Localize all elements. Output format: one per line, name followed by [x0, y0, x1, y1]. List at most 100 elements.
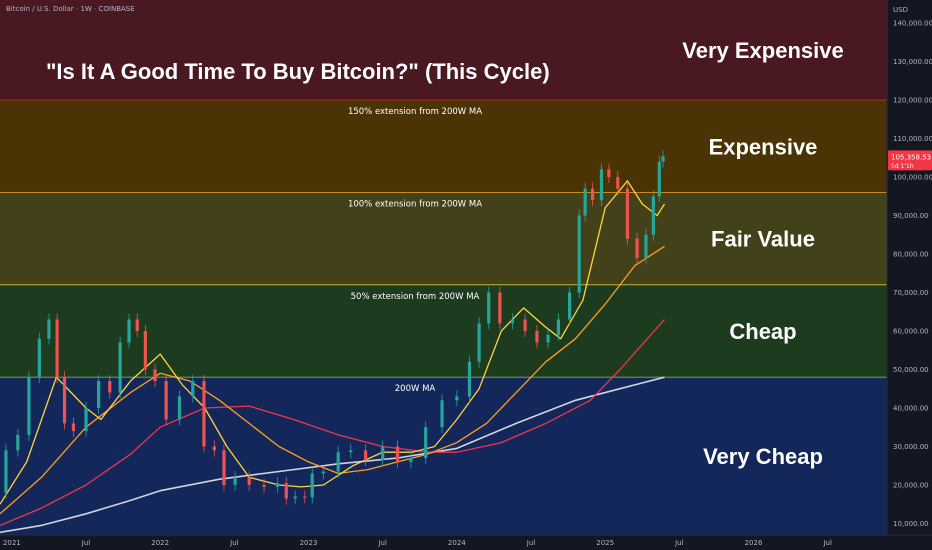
time-tick-label: 2024: [448, 539, 466, 547]
price-tag-countdown: 5d 1'1h: [891, 163, 914, 170]
time-tick-label: 2022: [151, 539, 169, 547]
price-tick-label: 100,000.00: [893, 174, 932, 182]
price-candle: [293, 496, 297, 499]
price-candle: [498, 292, 502, 324]
price-tick-label: 50,000.00: [893, 366, 929, 374]
price-candle: [424, 427, 428, 459]
chart-title: "Is It A Good Time To Buy Bitcoin?" (Thi…: [46, 59, 550, 84]
price-candle: [510, 319, 515, 324]
zone-fair-value: [0, 192, 887, 285]
price-tick-label: 20,000.00: [893, 481, 929, 489]
price-candle: [599, 169, 604, 201]
symbol-header: Bitcoin / U.S. Dollar · 1W · COINBASE: [6, 5, 135, 13]
price-tick-label: 90,000.00: [893, 212, 929, 220]
price-tick-label: 40,000.00: [893, 404, 929, 412]
price-axis-ticks: 10,000.00 20,000.00 30,000.00 40,000.00 50,0…: [893, 20, 932, 528]
price-candle: [212, 446, 216, 451]
price-candle: [233, 477, 237, 485]
price-candle: [303, 496, 307, 498]
zone-cheap: [0, 284, 887, 378]
level-label-200w-ma: 200W MA: [395, 384, 436, 394]
current-price-tag[interactable]: 105,358.53 5d 1'1h: [888, 150, 932, 171]
time-axis-ticks: 2021 Jul 2022 Jul 2023 Jul 2024 Jul 2025 Jul 2026 J…: [3, 539, 832, 547]
price-candle: [651, 196, 655, 235]
time-tick-label: Jul: [674, 539, 684, 547]
price-tick-label: 80,000.00: [893, 251, 929, 259]
price-candle: [4, 450, 8, 493]
time-tick-label: 2023: [300, 539, 318, 547]
chart-series: [0, 150, 666, 534]
level-label-100-extension-from-200w-ma: 100% extension from 200W MA: [348, 199, 482, 209]
price-candle: [177, 396, 182, 420]
price-candle: [349, 450, 353, 453]
time-tick-label: 2026: [745, 539, 763, 547]
ma-50w-line: [0, 245, 665, 515]
price-tick-label: 120,000.00: [893, 97, 932, 105]
price-candle: [108, 381, 112, 393]
price-candle: [607, 169, 611, 178]
time-tick-label: 2021: [3, 539, 21, 547]
time-axis-panel[interactable]: [0, 535, 932, 550]
zone-label-expensive: Expensive: [709, 134, 818, 159]
valuation-zones: [0, 0, 887, 535]
price-candle: [616, 177, 620, 189]
price-axis-panel[interactable]: [887, 0, 932, 535]
price-candle: [143, 331, 147, 370]
price-candle: [440, 400, 444, 428]
price-tag-background: [888, 150, 932, 171]
price-candle: [395, 446, 400, 462]
price-candle: [477, 323, 481, 362]
zone-expensive: [0, 100, 887, 193]
currency-label: USD: [893, 6, 908, 14]
price-tick-label: 140,000.00: [893, 20, 932, 28]
price-tick-label: 110,000.00: [893, 135, 932, 143]
price-candle: [47, 319, 51, 339]
price-candle: [535, 331, 539, 343]
time-tick-label: Jul: [377, 539, 387, 547]
price-candle: [546, 334, 550, 343]
zone-label-very-expensive: Very Expensive: [682, 38, 843, 63]
time-tick-label: Jul: [81, 539, 91, 547]
price-candle: [262, 484, 266, 487]
price-candle: [577, 215, 581, 293]
price-tag-value: 105,358.53: [891, 153, 931, 161]
price-candle: [62, 377, 67, 424]
price-candle: [381, 446, 385, 460]
price-candle: [583, 188, 587, 216]
time-tick-label: Jul: [229, 539, 239, 547]
price-candle: [625, 188, 630, 239]
zone-label-cheap: Cheap: [729, 319, 796, 344]
price-candle: [284, 483, 288, 499]
price-candle: [191, 381, 195, 397]
price-tick-label: 10,000.00: [893, 520, 929, 528]
price-candle: [467, 361, 472, 397]
extension-level-lines: 150% extension from 200W MA 100% extensio…: [0, 99, 887, 394]
price-candle: [635, 238, 639, 258]
price-candle: [364, 450, 368, 460]
price-candle: [336, 452, 340, 472]
price-candle: [275, 483, 279, 487]
price-tick-label: 70,000.00: [893, 289, 929, 297]
price-candle: [487, 292, 491, 324]
price-candle: [247, 477, 251, 485]
price-candle: [55, 319, 59, 378]
price-candle: [37, 338, 41, 378]
price-candle: [644, 234, 648, 258]
level-label-50-extension-from-200w-ma: 50% extension from 200W MA: [351, 292, 480, 302]
price-tick-label: 30,000.00: [893, 443, 929, 451]
price-candle: [590, 188, 595, 201]
price-candle: [135, 319, 139, 332]
zone-labels: Very Expensive Expensive Fair Value Cheap Ve…: [682, 38, 843, 469]
price-candle: [118, 342, 122, 393]
price-candle: [661, 156, 665, 162]
level-label-150-extension-from-200w-ma: 150% extension from 200W MA: [348, 107, 482, 117]
zone-label-very-cheap: Very Cheap: [703, 444, 823, 469]
time-tick-label: Jul: [526, 539, 536, 547]
price-candle: [222, 450, 226, 485]
price-candle: [556, 319, 561, 335]
ma-100w-line: [0, 319, 665, 526]
price-candle: [27, 377, 31, 435]
price-candle: [153, 369, 157, 382]
